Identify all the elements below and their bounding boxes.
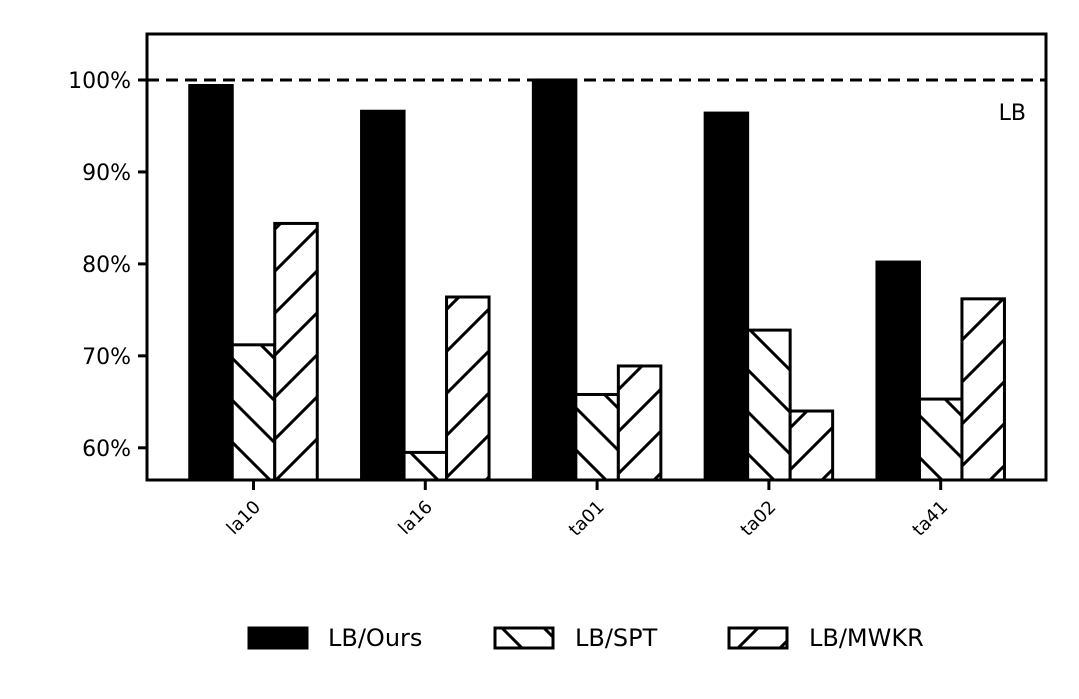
- legend-label-lb-ours: LB/Ours: [328, 624, 422, 652]
- bar-lb-mwkr-ta41: [960, 297, 1006, 480]
- plot-area: [188, 78, 1006, 480]
- legend-label-lb-mwkr: LB/MWKR: [809, 624, 924, 652]
- legend-label-lb-spt: LB/SPT: [575, 624, 658, 652]
- bar-lb-spt-ta02: [746, 328, 792, 480]
- bar-lb-ours-la10: [188, 83, 234, 480]
- x-tick-label-la16: la16: [394, 497, 436, 539]
- x-axis: la10 la16 ta01 ta02 ta41: [223, 480, 952, 541]
- bar-lb-ours-la16: [360, 109, 406, 480]
- y-tick-label: 60%: [82, 437, 131, 462]
- bar-lb-mwkr-la10: [273, 221, 319, 480]
- bar-lb-spt-la10: [230, 343, 277, 480]
- bar-lb-spt-ta41: [917, 397, 964, 480]
- reference-layer: LB: [147, 78, 1046, 126]
- y-axis: 60% 70% 80% 90% 100%: [68, 69, 147, 462]
- x-tick-label-ta01: ta01: [565, 497, 609, 541]
- bar-lb-ours-ta01: [531, 78, 578, 480]
- y-tick-label: 100%: [68, 69, 131, 94]
- x-tick-label-ta02: ta02: [737, 497, 781, 541]
- bar-lb-mwkr-ta02: [788, 409, 835, 480]
- bar-lb-ours-ta41: [875, 260, 921, 480]
- legend-swatch-lb-mwkr: [727, 626, 789, 650]
- bar-lb-spt-ta01: [574, 392, 620, 480]
- bar-lb-spt-la16: [402, 450, 449, 480]
- y-tick-label: 70%: [82, 345, 131, 370]
- y-tick-label: 80%: [82, 253, 131, 278]
- legend-swatch-lb-spt: [493, 626, 555, 650]
- bar-lb-ours-ta02: [703, 111, 750, 480]
- x-tick-label-ta41: ta41: [908, 497, 952, 541]
- reference-line-label: LB: [999, 101, 1026, 126]
- legend: LB/Ours LB/SPT LB/MWKR: [247, 624, 924, 652]
- bar-lb-mwkr-la16: [445, 295, 491, 480]
- legend-swatch-lb-ours: [247, 626, 309, 650]
- x-tick-label-la10: la10: [223, 497, 265, 539]
- bar-lb-mwkr-ta01: [616, 364, 663, 480]
- y-tick-label: 90%: [82, 161, 131, 186]
